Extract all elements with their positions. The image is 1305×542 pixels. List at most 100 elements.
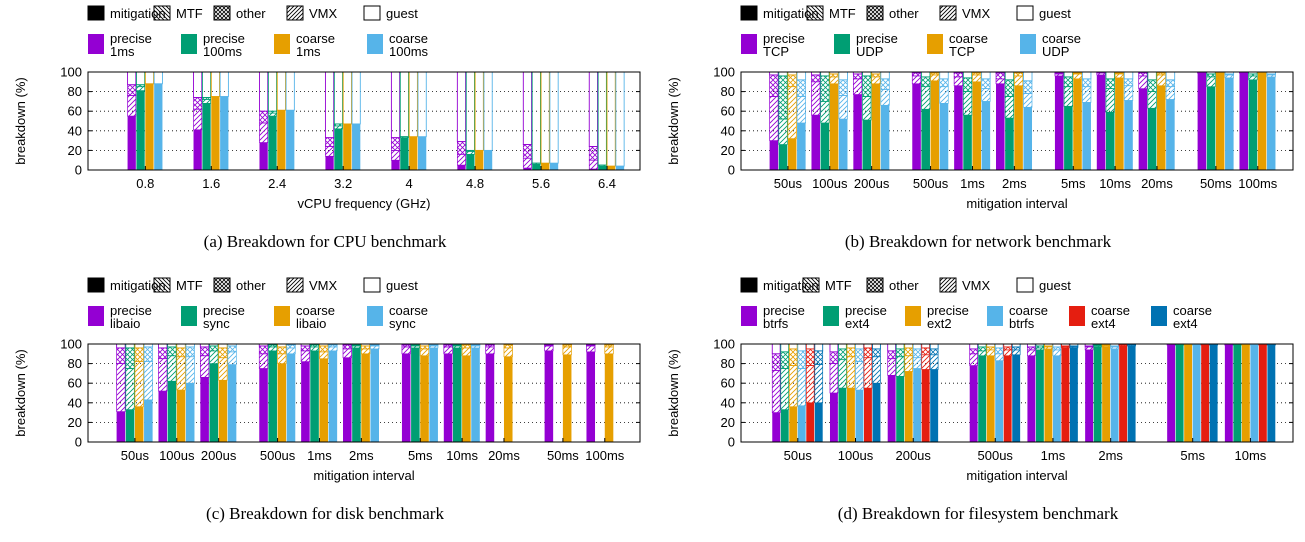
bar-mitigation — [1069, 347, 1078, 442]
bar-vmx — [604, 346, 614, 355]
bar-other — [325, 137, 335, 147]
bar-mitigation — [954, 85, 963, 170]
legend-label-mtf: MTF — [176, 278, 203, 293]
bar-guest — [797, 343, 807, 352]
bar-vmx — [333, 125, 343, 130]
bar-vmx — [1082, 86, 1092, 103]
x-axis-label: mitigation interval — [966, 468, 1067, 483]
bar-mitigation — [158, 391, 168, 442]
bar-mitigation — [607, 166, 616, 170]
bar-vmx — [904, 355, 913, 372]
bar-other — [780, 351, 790, 369]
bar-other — [796, 79, 806, 97]
bar-vmx — [300, 350, 311, 362]
bar-mitigation — [930, 369, 939, 442]
bar-vmx — [814, 364, 824, 404]
x-tick-label: 50us — [774, 176, 803, 191]
bar-vmx — [846, 356, 856, 389]
bar-mitigation — [1003, 355, 1012, 442]
legend-swatch-mitigation — [87, 5, 105, 21]
bar-mitigation — [1044, 348, 1053, 442]
x-tick-label: 4.8 — [466, 176, 484, 191]
bar-vmx — [401, 346, 411, 355]
bar-mitigation — [218, 380, 228, 442]
bar-vmx — [921, 354, 930, 370]
plot-frame — [87, 343, 641, 443]
x-tick-label: 200us — [895, 448, 931, 463]
bar-mitigation — [1105, 112, 1115, 170]
bar-mitigation — [814, 402, 823, 442]
bar-vmx — [136, 86, 146, 91]
bar-mitigation — [853, 94, 862, 170]
bar-vmx — [277, 353, 287, 364]
bar-mitigation — [1110, 348, 1119, 442]
x-tick-label: 500us — [978, 448, 1014, 463]
bar-vmx — [199, 355, 210, 378]
bar-vmx — [176, 356, 186, 391]
bar-guest — [778, 71, 788, 77]
caption-d: (d) Breakdown for filesystem benchmark — [837, 504, 1119, 523]
bar-guest — [201, 71, 212, 98]
bar-vmx — [202, 99, 212, 104]
bar-mitigation — [1215, 72, 1225, 170]
bar-other — [125, 347, 135, 369]
bar-mitigation — [1241, 344, 1250, 442]
bar-mitigation — [286, 110, 295, 170]
bar-vmx — [1084, 346, 1094, 351]
bar-vmx — [939, 86, 949, 104]
legend-label-series: coarse — [1091, 303, 1130, 318]
legend-label-other: other — [889, 278, 919, 293]
bar-other — [852, 73, 863, 80]
legend-label-mitigation: mitigation — [110, 6, 166, 21]
legend-swatch-guest — [1016, 5, 1034, 21]
bar-vmx — [1248, 75, 1258, 81]
legend-swatch-other — [866, 5, 884, 21]
legend-swatch-other — [213, 277, 231, 293]
y-tick-label: 60 — [68, 376, 82, 391]
bar-vmx — [1027, 349, 1036, 357]
bar-vmx — [259, 122, 269, 143]
x-tick-label: 500us — [260, 448, 296, 463]
bar-vmx — [778, 118, 788, 145]
bar-vmx — [503, 347, 513, 358]
bar-mitigation — [780, 409, 789, 442]
bar-vmx — [456, 153, 466, 166]
bar-guest — [846, 343, 856, 349]
bar-guest — [408, 71, 418, 138]
legend-swatch-series — [987, 306, 1003, 326]
legend-label-mitigation: mitigation — [763, 6, 819, 21]
bar-vmx — [838, 95, 848, 120]
legend-swatch-guest — [1016, 277, 1034, 293]
bar-vmx — [1013, 75, 1024, 87]
y-tick-label: 0 — [75, 163, 82, 178]
bar-guest — [144, 71, 155, 85]
bar-mitigation — [963, 115, 972, 170]
bar-mitigation — [913, 368, 922, 442]
x-axis-label: mitigation interval — [966, 196, 1067, 211]
bar-other — [771, 353, 781, 371]
bar-mitigation — [789, 406, 798, 442]
bar-mitigation — [334, 128, 343, 170]
legend-label-guest: guest — [1039, 6, 1071, 21]
legend-label-series: precise — [927, 303, 969, 318]
legend-label-series: ext4 — [1173, 316, 1198, 331]
legend-label-series: 100ms — [389, 44, 429, 59]
bar-vmx — [962, 91, 973, 116]
bar-guest — [597, 71, 607, 166]
bar-vmx — [871, 76, 881, 85]
x-tick-label: 5ms — [1180, 448, 1205, 463]
bar-mitigation — [211, 96, 220, 170]
bar-mitigation — [127, 116, 136, 170]
bar-vmx — [981, 88, 991, 102]
bar-vmx — [1004, 96, 1015, 119]
bar-mitigation — [887, 375, 896, 442]
caption-b: (b) Breakdown for network benchmark — [844, 232, 1112, 251]
bar-vmx — [1105, 88, 1115, 113]
bar-vmx — [227, 351, 237, 365]
legend-label-vmx: VMX — [309, 278, 338, 293]
bar-other — [880, 78, 890, 90]
bar-mitigation — [1085, 349, 1094, 442]
x-tick-label: 500us — [913, 176, 949, 191]
bar-vmx — [788, 365, 798, 408]
legend-swatch-series — [927, 34, 943, 54]
